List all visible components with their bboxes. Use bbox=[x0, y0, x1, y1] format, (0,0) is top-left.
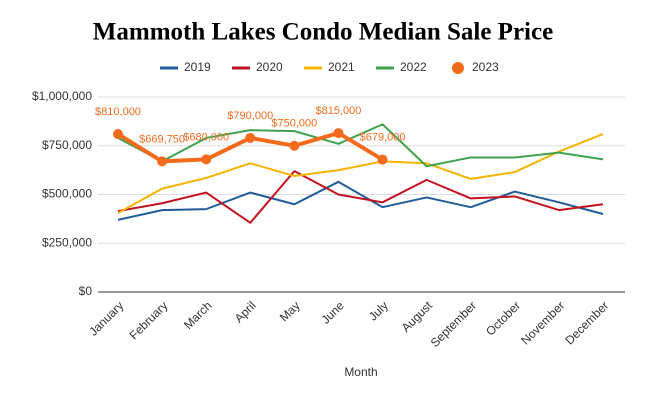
x-tick-label: April bbox=[232, 298, 259, 325]
point bbox=[333, 128, 344, 139]
y-tick-label: $0 bbox=[79, 284, 93, 298]
legend-label: 2020 bbox=[256, 60, 283, 74]
point bbox=[113, 129, 123, 140]
point bbox=[245, 132, 256, 143]
x-tick-label: August bbox=[399, 298, 436, 335]
y-tick-label: $1,000,000 bbox=[32, 89, 92, 103]
legend-label: 2019 bbox=[184, 60, 211, 74]
legend-label: 2023 bbox=[472, 60, 499, 74]
chart-title: Mammoth Lakes Condo Median Sale Price bbox=[93, 19, 553, 46]
data-label: $679,000 bbox=[360, 132, 406, 144]
x-tick-label: January bbox=[86, 298, 126, 338]
data-label: $750,000 bbox=[271, 118, 317, 130]
x-tick-label: February bbox=[127, 298, 171, 342]
legend-label: 2021 bbox=[328, 60, 355, 74]
x-tick-label: October bbox=[483, 298, 523, 338]
point bbox=[201, 154, 212, 165]
x-tick-label: November bbox=[518, 298, 567, 347]
data-label: $680,000 bbox=[183, 131, 229, 143]
x-tick-label: December bbox=[562, 298, 611, 347]
x-tick-label: May bbox=[277, 298, 303, 324]
data-label: $790,000 bbox=[227, 110, 273, 122]
y-tick-label: $250,000 bbox=[42, 235, 92, 249]
legend-marker bbox=[452, 62, 464, 74]
y-tick-label: $750,000 bbox=[42, 138, 92, 152]
line-series bbox=[117, 133, 604, 214]
line-series bbox=[117, 170, 604, 224]
x-tick-label: July bbox=[366, 298, 391, 323]
line-series bbox=[117, 180, 604, 221]
x-tick-label: September bbox=[428, 298, 479, 349]
x-tick-label: June bbox=[319, 298, 348, 327]
data-label: $669,750 bbox=[139, 133, 185, 145]
point bbox=[289, 140, 300, 151]
data-label: $815,000 bbox=[316, 105, 362, 117]
y-tick-label: $500,000 bbox=[42, 187, 92, 201]
legend-label: 2022 bbox=[400, 60, 427, 74]
line-series bbox=[117, 123, 604, 168]
point bbox=[157, 156, 168, 167]
point bbox=[377, 154, 388, 165]
x-tick-label: March bbox=[181, 298, 214, 331]
x-axis-label: Month bbox=[344, 365, 377, 379]
data-label: $810,000 bbox=[95, 106, 141, 118]
